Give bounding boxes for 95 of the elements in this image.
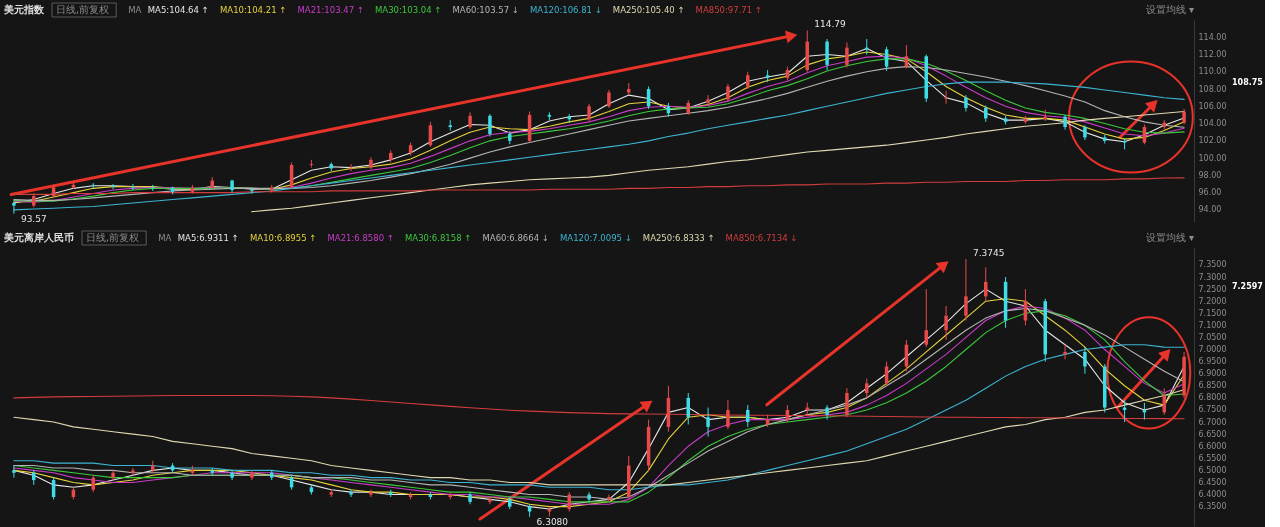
- annotation: 93.57: [20, 213, 47, 224]
- y-tick-label: 102.00: [1198, 136, 1227, 146]
- y-tick-label: 6.3500: [1198, 502, 1227, 512]
- y-tick-label: 7.3000: [1198, 272, 1227, 282]
- candlestick: [369, 489, 373, 498]
- candlestick: [944, 305, 948, 341]
- text: MA850:6.7134 ↓: [725, 233, 798, 243]
- candlestick: [964, 258, 968, 322]
- y-tick-label: 96.00: [1198, 188, 1222, 198]
- candlestick: [111, 469, 115, 481]
- y-tick-label: 106.00: [1198, 101, 1227, 111]
- candlestick: [845, 387, 849, 418]
- candlestick: [884, 46, 889, 72]
- y-tick-label: 7.0500: [1198, 332, 1227, 342]
- candlestick: [726, 83, 730, 103]
- legend-title: MA: [128, 5, 142, 15]
- line-series: [13, 81, 1185, 211]
- annotation: 6.3080: [536, 516, 569, 527]
- candlestick: [1063, 344, 1067, 360]
- y-tick-label: 6.7500: [1198, 405, 1227, 415]
- annotation: 7.3745: [972, 248, 1005, 258]
- text: MA120:106.81 ↓: [530, 5, 602, 15]
- candlestick: [607, 494, 611, 503]
- candlestick: [250, 469, 254, 481]
- text: MA60:6.8664 ↓: [482, 233, 549, 243]
- text: MA21:103.47 ↑: [297, 5, 364, 15]
- annotation: 114.79: [814, 19, 847, 30]
- y-tick-label: 7.1000: [1198, 320, 1227, 330]
- text: 设置均线 ▾: [1145, 232, 1194, 243]
- candlestick: [587, 491, 591, 503]
- y-tick-label: 6.8500: [1198, 381, 1227, 391]
- y-tick-label: 7.2000: [1198, 296, 1227, 306]
- text: MA250:105.40 ↑: [612, 5, 685, 15]
- text: MA120:7.0095 ↓: [560, 233, 632, 243]
- candlestick: [488, 113, 492, 138]
- candlestick: [131, 467, 135, 476]
- candlestick: [12, 200, 16, 215]
- y-tick-label: 6.8000: [1198, 393, 1227, 403]
- candlestick: [607, 89, 611, 109]
- text: 设置均线 ▾: [1145, 4, 1194, 15]
- text: MA21:6.8580 ↑: [327, 233, 394, 243]
- text: MA30:103.04 ↑: [375, 5, 442, 15]
- candlestick: [904, 44, 909, 69]
- candlestick: [1083, 346, 1087, 375]
- text: MA10:104.21 ↑: [219, 5, 287, 15]
- y-tick-label: 6.4000: [1198, 490, 1227, 500]
- text: MA5:6.9311 ↑: [177, 233, 239, 243]
- y-tick-label: 7.2500: [1198, 284, 1227, 294]
- candlestick: [349, 489, 353, 498]
- y-tick-label: 100.00: [1198, 153, 1227, 163]
- line-series: [13, 177, 1185, 195]
- candlestick: [706, 94, 710, 107]
- y-tick-label: 7.0000: [1198, 345, 1227, 355]
- y-tick-label: 6.6000: [1198, 441, 1227, 451]
- y-tick-label: 108.00: [1198, 84, 1227, 94]
- text: MA10:6.8955 ↑: [249, 233, 317, 243]
- candlestick: [845, 41, 849, 68]
- candlestick: [250, 186, 254, 195]
- y-tick-label: 6.4500: [1198, 477, 1227, 487]
- candlestick: [706, 407, 710, 438]
- y-tick-label: 6.6500: [1198, 429, 1227, 439]
- text: MA30:6.8158 ↑: [405, 233, 472, 243]
- y-tick-label: 94.00: [1198, 205, 1222, 215]
- candlestick: [825, 38, 829, 71]
- chart-title: 美元离岸人民币: [3, 232, 74, 243]
- candlestick: [726, 399, 730, 430]
- y-tick-label: 7.3500: [1198, 260, 1227, 270]
- candlestick: [488, 496, 492, 505]
- candlestick: [944, 90, 948, 105]
- chart-subtitle: 日线,前复权: [56, 4, 110, 15]
- legend-title: MA: [158, 233, 172, 243]
- text: MA250:6.8333 ↑: [642, 233, 715, 243]
- y-tick-label: 7.1500: [1198, 308, 1227, 318]
- chart-subtitle: 日线,前复权: [86, 232, 140, 243]
- y-tick-label: 104.00: [1198, 119, 1227, 129]
- y-tick-label: 6.7000: [1198, 417, 1227, 427]
- text: MA60:103.57 ↓: [452, 5, 519, 15]
- y-tick-label: 114.00: [1198, 32, 1227, 42]
- y-tick-label: 6.9500: [1198, 357, 1227, 367]
- candlestick: [825, 404, 829, 421]
- y-tick-label: 6.5500: [1198, 453, 1227, 463]
- y-tick-label: 6.5000: [1198, 465, 1227, 475]
- y-tick-label: 112.00: [1198, 50, 1227, 60]
- y-tick-label: 98.00: [1198, 170, 1222, 180]
- candlestick: [111, 183, 115, 190]
- candlestick: [12, 465, 16, 479]
- candlestick: [230, 469, 234, 481]
- text: MA850:97.71 ↑: [695, 5, 762, 15]
- text: 7.2597: [1232, 281, 1263, 291]
- y-tick-label: 110.00: [1198, 67, 1227, 77]
- line-series: [13, 344, 1185, 491]
- y-tick-label: 6.9000: [1198, 369, 1227, 379]
- chart-title: 美元指数: [3, 4, 45, 15]
- text: MA5:104.64 ↑: [147, 5, 209, 15]
- text: 108.75: [1232, 77, 1264, 87]
